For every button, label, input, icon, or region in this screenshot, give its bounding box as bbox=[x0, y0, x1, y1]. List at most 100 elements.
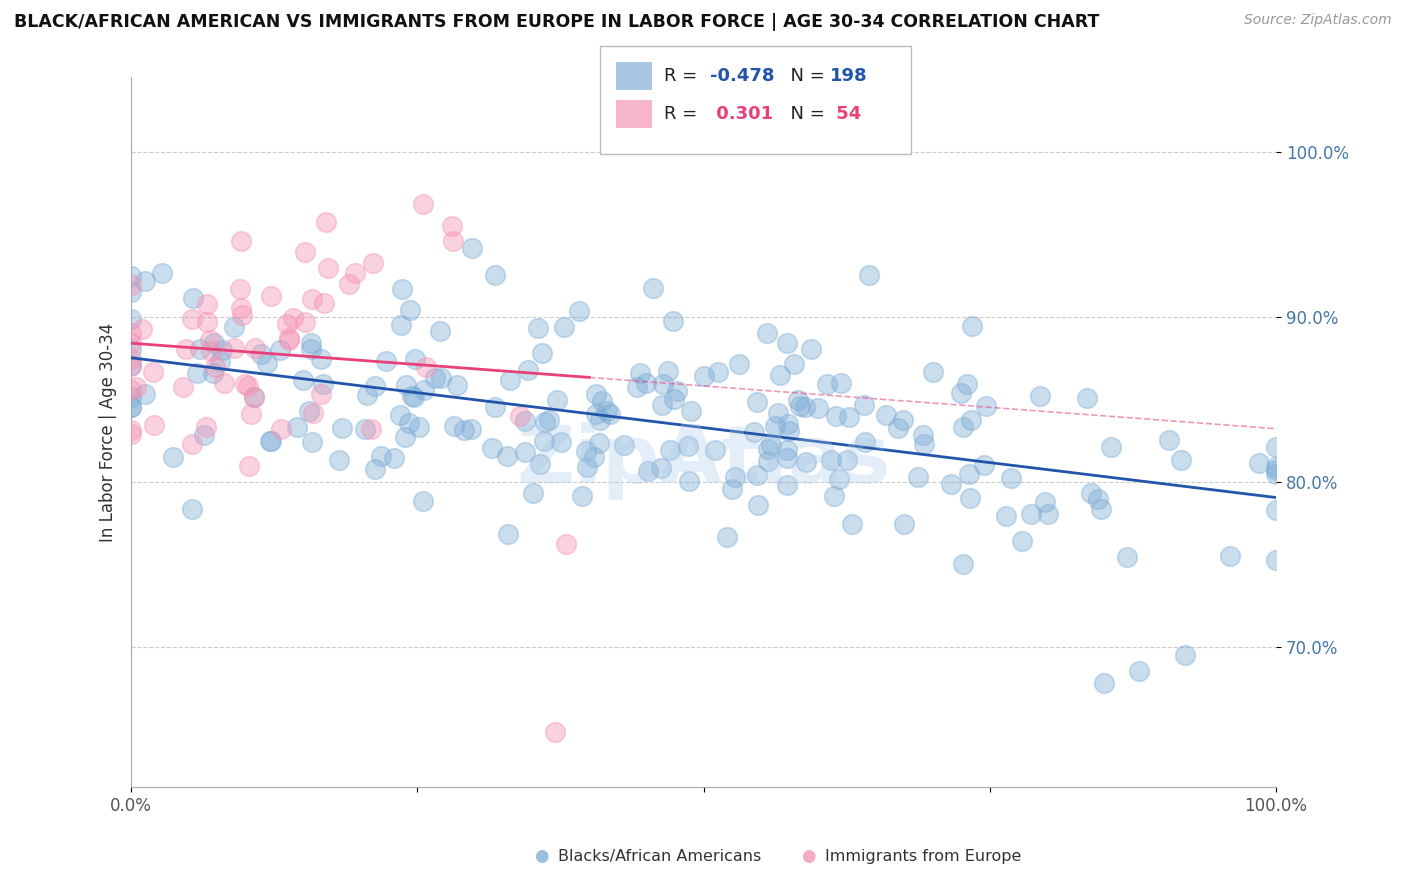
Point bbox=[613, 438, 636, 452]
Point bbox=[461, 241, 484, 255]
Point bbox=[778, 417, 800, 431]
Point bbox=[776, 450, 799, 465]
Point bbox=[513, 414, 536, 428]
Point bbox=[768, 406, 790, 420]
Point bbox=[195, 315, 218, 329]
Point bbox=[515, 445, 537, 459]
Point bbox=[599, 407, 621, 421]
Point bbox=[952, 419, 974, 434]
Point bbox=[316, 261, 339, 276]
Point bbox=[162, 450, 184, 464]
Point bbox=[756, 454, 779, 468]
Point bbox=[229, 234, 252, 248]
Point bbox=[1116, 549, 1139, 564]
Point bbox=[499, 373, 522, 387]
Point bbox=[401, 389, 423, 403]
Point bbox=[588, 436, 610, 450]
Point bbox=[679, 404, 702, 418]
Point bbox=[974, 399, 997, 413]
Point bbox=[952, 557, 974, 571]
Point bbox=[912, 428, 935, 442]
Point bbox=[120, 326, 142, 340]
Point bbox=[659, 442, 682, 457]
Point bbox=[120, 312, 142, 326]
Point bbox=[893, 413, 915, 427]
Point bbox=[775, 336, 797, 351]
Point bbox=[229, 301, 252, 315]
Text: R =: R = bbox=[664, 105, 703, 123]
Point bbox=[553, 320, 575, 334]
Point bbox=[120, 359, 142, 373]
Point bbox=[356, 388, 378, 402]
Point bbox=[200, 344, 222, 359]
Point bbox=[657, 364, 679, 378]
Point bbox=[742, 425, 765, 440]
Point bbox=[202, 336, 225, 351]
Point bbox=[443, 418, 465, 433]
Point bbox=[651, 398, 673, 412]
Point bbox=[823, 489, 845, 503]
Text: ●: ● bbox=[801, 847, 815, 865]
Point bbox=[575, 459, 598, 474]
Point bbox=[837, 453, 859, 467]
Point bbox=[907, 470, 929, 484]
Point bbox=[787, 392, 810, 407]
Point bbox=[229, 282, 252, 296]
Point bbox=[1173, 648, 1195, 662]
Point bbox=[664, 392, 686, 407]
Point bbox=[484, 400, 506, 414]
Point bbox=[703, 442, 725, 457]
Point bbox=[193, 428, 215, 442]
Point bbox=[270, 422, 292, 436]
Text: 54: 54 bbox=[830, 105, 860, 123]
Point bbox=[484, 268, 506, 282]
Point bbox=[382, 451, 405, 466]
Point bbox=[398, 416, 420, 430]
Point bbox=[361, 256, 384, 270]
Point bbox=[399, 302, 422, 317]
Point bbox=[628, 366, 651, 380]
Point bbox=[555, 537, 578, 551]
Point bbox=[243, 390, 266, 404]
Point bbox=[596, 404, 619, 418]
Point bbox=[256, 356, 278, 370]
Point bbox=[550, 434, 572, 449]
Point bbox=[527, 321, 550, 335]
Point bbox=[1247, 456, 1270, 470]
Point bbox=[120, 383, 142, 397]
Point bbox=[1090, 502, 1112, 516]
Point bbox=[125, 380, 148, 394]
Point bbox=[429, 324, 451, 338]
Point bbox=[875, 409, 897, 423]
Point bbox=[794, 401, 817, 415]
Point bbox=[517, 363, 540, 377]
Point bbox=[285, 419, 308, 434]
Point bbox=[959, 413, 981, 427]
Point bbox=[259, 434, 281, 448]
Point bbox=[957, 467, 980, 482]
Text: -0.478: -0.478 bbox=[710, 67, 775, 85]
Text: Blacks/African Americans: Blacks/African Americans bbox=[558, 849, 762, 863]
Point bbox=[312, 296, 335, 310]
Point bbox=[120, 426, 142, 441]
Point bbox=[650, 461, 672, 475]
Point bbox=[391, 282, 413, 296]
Point bbox=[783, 357, 806, 371]
Point bbox=[956, 377, 979, 392]
Point bbox=[789, 399, 811, 413]
Point bbox=[522, 486, 544, 500]
Point bbox=[756, 326, 779, 340]
Point bbox=[186, 366, 208, 380]
Text: N =: N = bbox=[779, 105, 831, 123]
Point bbox=[794, 455, 817, 469]
Point bbox=[235, 376, 257, 391]
Point bbox=[360, 422, 382, 436]
Point bbox=[120, 423, 142, 437]
Point bbox=[180, 436, 202, 450]
Point bbox=[800, 342, 823, 356]
Point bbox=[1157, 433, 1180, 447]
Point bbox=[858, 268, 880, 282]
Point bbox=[460, 422, 482, 436]
Point bbox=[370, 449, 392, 463]
Point bbox=[589, 413, 612, 427]
